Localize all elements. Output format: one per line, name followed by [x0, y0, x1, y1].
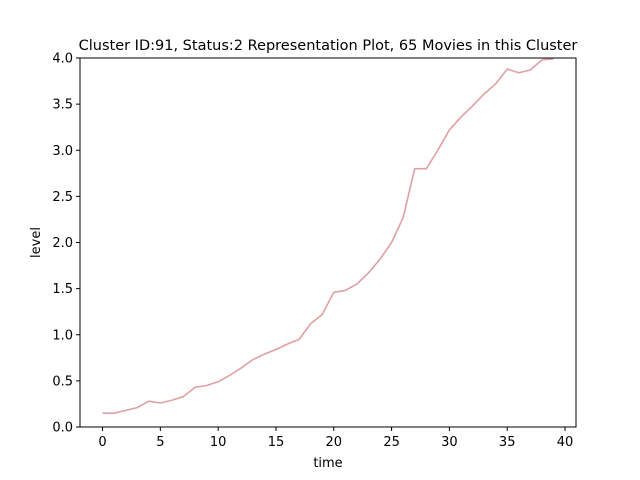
chart-title: Cluster ID:91, Status:2 Representation P…	[79, 38, 578, 54]
x-tick-label: 0	[98, 435, 106, 450]
x-tick-label: 15	[268, 435, 285, 450]
series-line-0	[102, 58, 554, 414]
x-tick-label: 10	[210, 435, 227, 450]
y-axis-label: level	[29, 227, 44, 258]
x-axis-label: time	[313, 456, 342, 471]
x-tick-label: 40	[557, 435, 574, 450]
tick-layer: 0 5 10 15 20 25 30 35 40 0.0 0.5 1.0 1.5 2.0 2.5 3.0 3.5…	[52, 52, 573, 451]
y-tick-label: 3.5	[52, 98, 73, 113]
y-tick-label: 1.0	[52, 328, 73, 343]
y-tick-label: 0.5	[52, 374, 73, 389]
y-tick-label: 2.0	[52, 236, 73, 251]
y-tick-label: 2.5	[52, 190, 73, 205]
y-tick-label: 0.0	[52, 421, 73, 436]
y-tick-label: 4.0	[52, 52, 73, 67]
x-tick-label: 35	[499, 435, 516, 450]
x-tick-label: 20	[326, 435, 343, 450]
x-tick-label: 30	[441, 435, 458, 450]
y-tick-label: 3.0	[52, 144, 73, 159]
series-layer	[102, 58, 554, 414]
plot-frame	[79, 57, 577, 428]
x-tick-label: 25	[383, 435, 400, 450]
x-tick-label: 5	[156, 435, 164, 450]
y-tick-label: 1.5	[52, 282, 73, 297]
